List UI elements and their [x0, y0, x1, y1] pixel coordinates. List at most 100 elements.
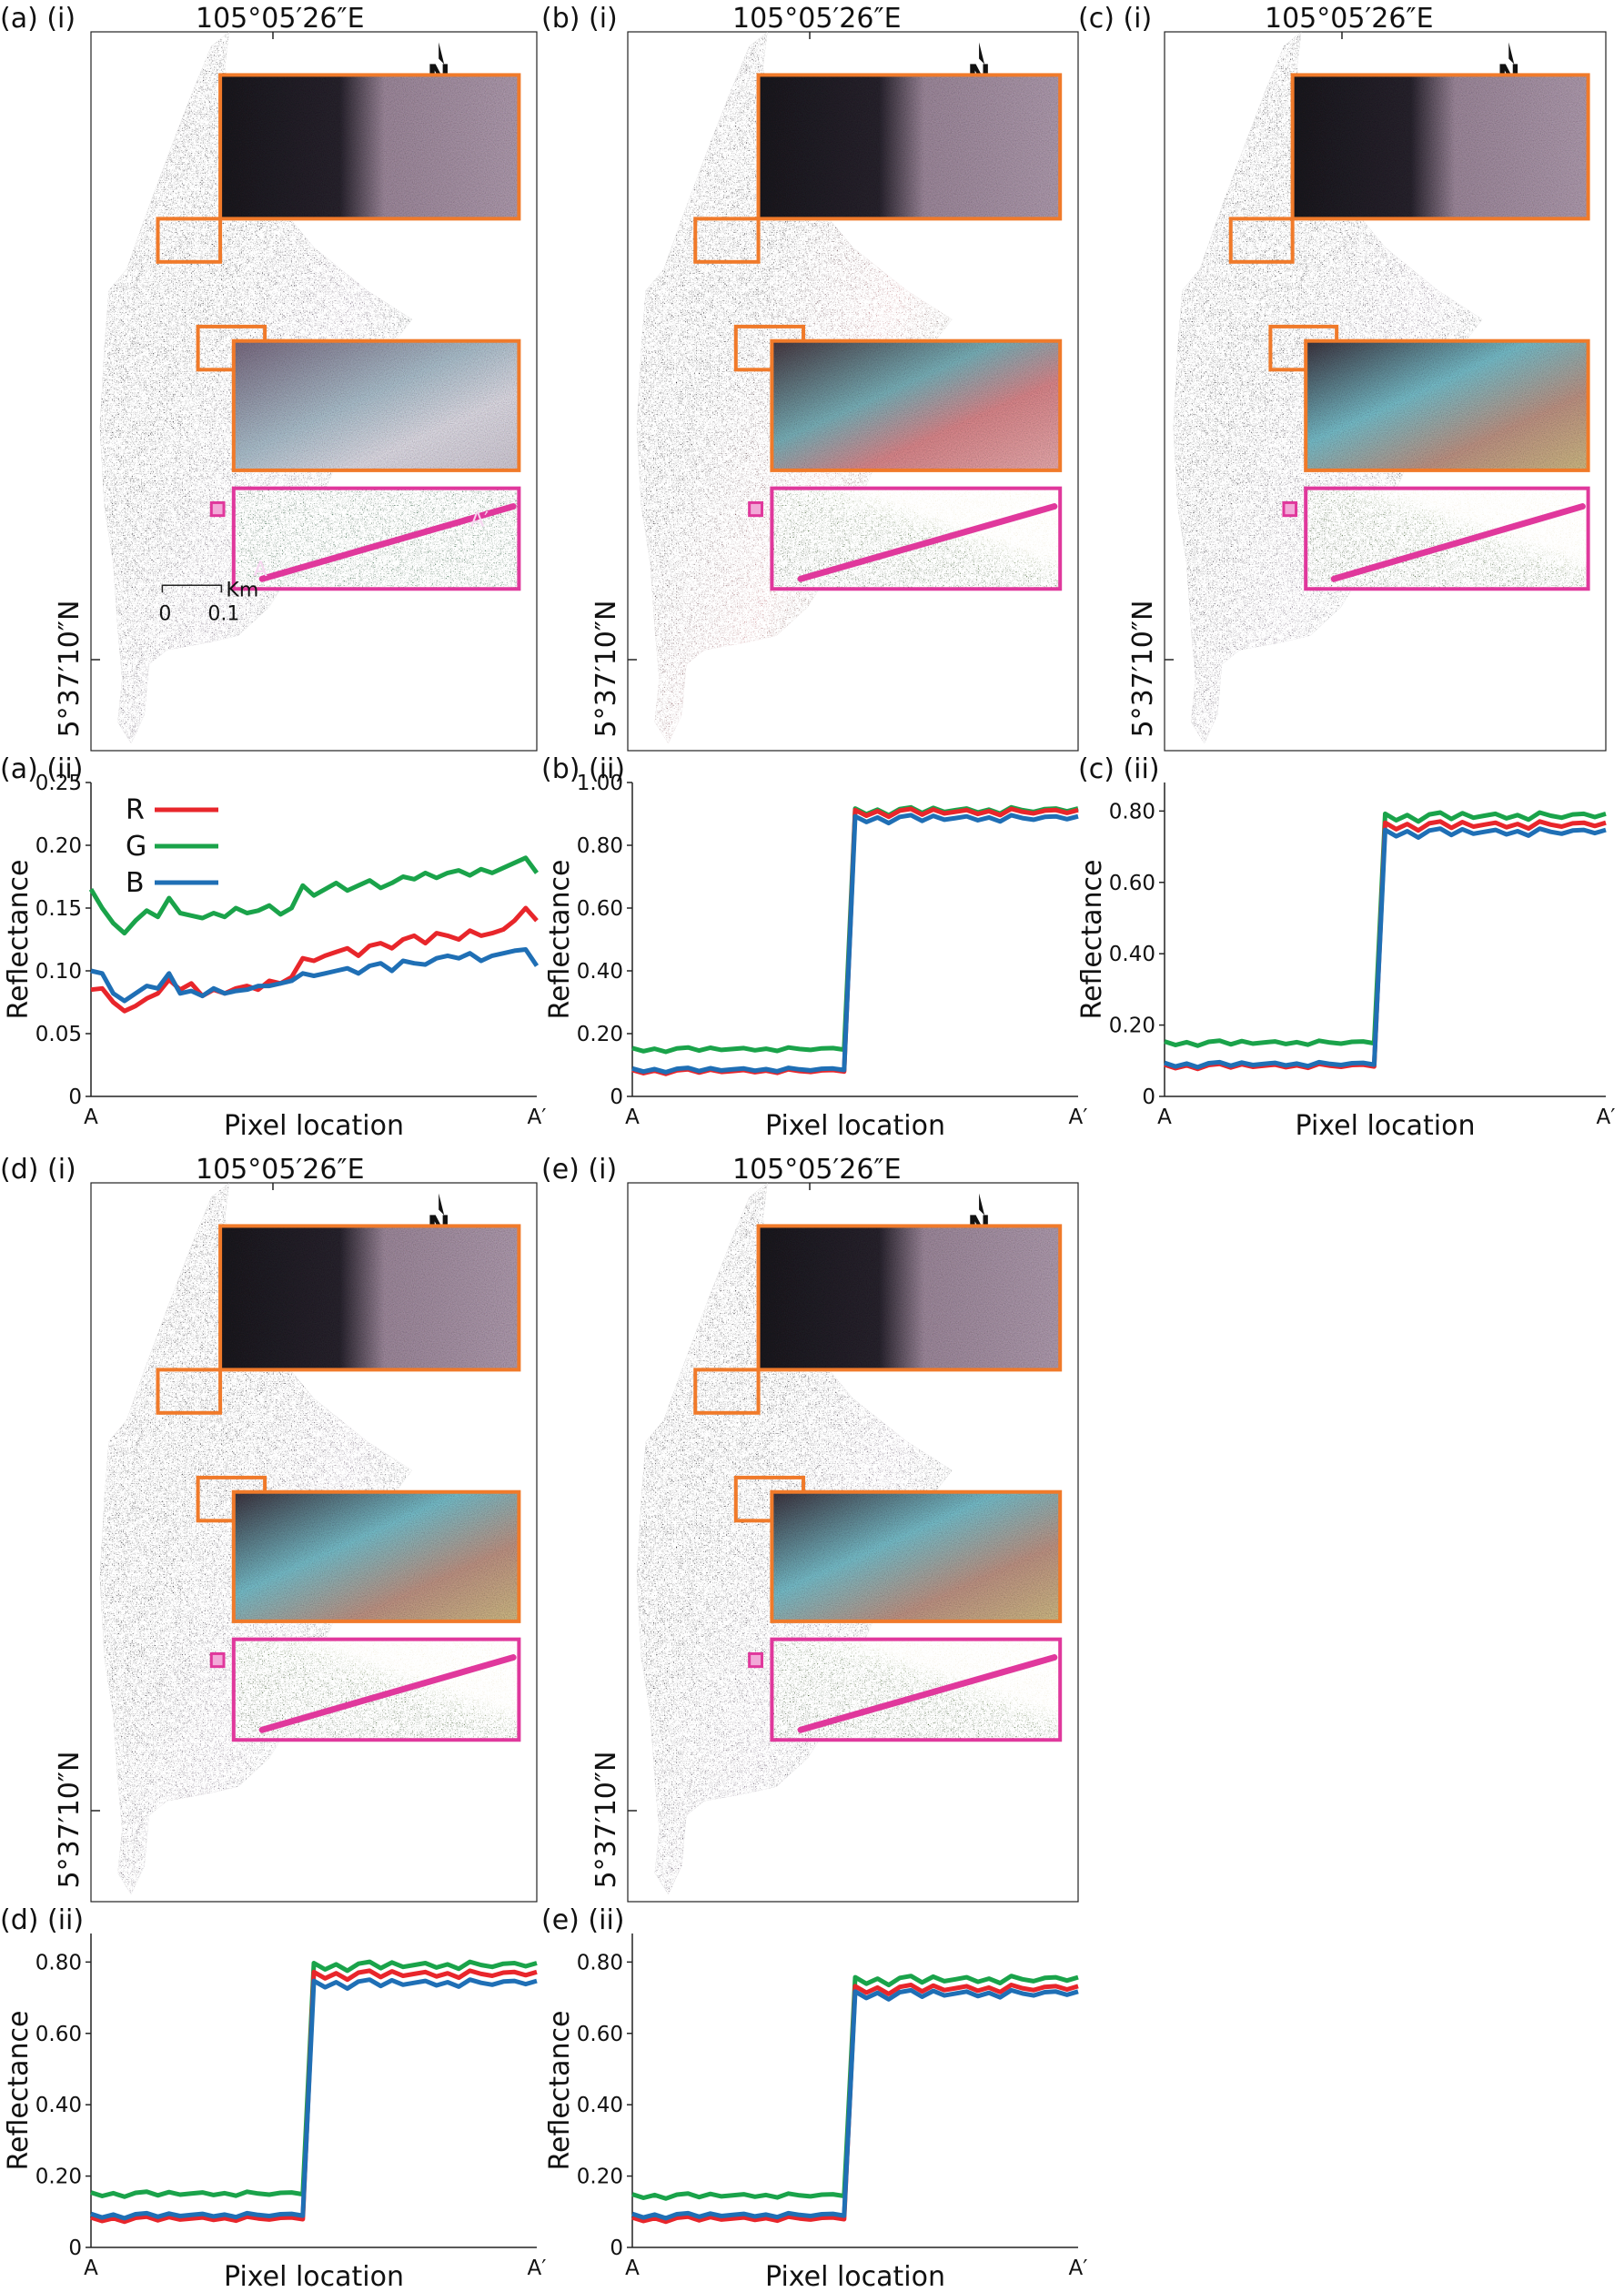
inset-middle-image [772, 340, 1061, 470]
x-tick-label-end: A′ [1069, 2257, 1088, 2280]
series-line-b [631, 1987, 1079, 2221]
series-line-b [631, 813, 1079, 1075]
x-tick-label-start: A [84, 1106, 98, 1129]
profile-box [1282, 500, 1298, 518]
inset-middle-frame [231, 1489, 521, 1623]
y-tick-label: 0 [68, 2236, 82, 2260]
y-tick-label: 0 [1142, 1085, 1155, 1109]
y-tick-label: 0.60 [35, 2023, 82, 2046]
inset-upper-image [220, 75, 519, 219]
series-line-g [90, 1959, 538, 2199]
panel-label: (b) (i) [541, 3, 618, 35]
chart-1: (b) (ii) 0 0.20 0.40 0.60 0.80 1.00 A A′ Pixel lo… [541, 753, 1087, 1142]
north-arrow-icon [1508, 42, 1515, 65]
x-axis-title: Pixel location [224, 1110, 404, 1142]
profile-line [258, 503, 517, 582]
inset-middle-image [1306, 340, 1589, 470]
inset-profile-frame [231, 486, 521, 591]
series-line-r [90, 905, 539, 1014]
longitude-label: 105°05′26″E [732, 1154, 902, 1186]
series-line-b [90, 947, 540, 1004]
longitude-label: 105°05′26″E [196, 3, 365, 35]
panel-label: (d) (i) [0, 1154, 76, 1186]
profile-box [748, 1651, 764, 1669]
inset-profile-frame [1304, 486, 1590, 591]
chart-4: (e) (ii) 0 0.20 0.40 0.60 0.80 A A′ Pixel locati… [541, 1904, 1087, 2292]
x-tick-label-start: A [625, 1106, 640, 1129]
y-tick-label: 0.80 [1109, 800, 1155, 823]
zone-box-upper [693, 1368, 761, 1415]
inset-middle-image [233, 1491, 519, 1621]
y-tick-label: 0.20 [1109, 1015, 1155, 1038]
y-tick-label: 0.40 [1109, 943, 1155, 966]
zone-box-upper [1228, 217, 1295, 264]
series-line-r [631, 1983, 1079, 2225]
y-tick-label: 0.10 [35, 960, 82, 984]
scale-zero: 0 [158, 602, 171, 625]
series-line-r [90, 1968, 538, 2225]
y-axis-title: Reflectance [3, 860, 35, 1020]
x-tick-label-start: A [625, 2257, 640, 2280]
panel-label: (a) (i) [0, 3, 76, 35]
inset-upper-frame [218, 73, 521, 221]
chart-panel-label: (b) (ii) [541, 753, 625, 785]
latitude-label: 5°37′10″N [590, 1752, 622, 1889]
y-tick-label: 0.20 [577, 2166, 623, 2189]
profile-line [797, 1654, 1058, 1733]
inset-upper-frame [756, 73, 1063, 221]
profile-line [797, 503, 1058, 582]
y-axis-title: Reflectance [544, 860, 576, 1020]
y-tick-label: 0.20 [577, 1023, 623, 1046]
series-line-b [1164, 826, 1607, 1070]
y-axis-title: Reflectance [544, 2011, 576, 2171]
scale-value: 0.1 [207, 602, 239, 625]
map-panel-d: (d) (i)105°05′26″E5°37′10″NN [0, 1154, 538, 1903]
profile-line [258, 1654, 517, 1733]
inset-middle-frame [1304, 338, 1590, 472]
y-tick-label: 0.40 [577, 2094, 623, 2117]
inset-upper-image [1292, 75, 1589, 219]
inset-middle-image [772, 1491, 1061, 1621]
latitude-label: 5°37′10″N [590, 601, 622, 738]
inset-upper-frame [756, 1224, 1063, 1372]
y-tick-label: 0.60 [577, 2023, 623, 2046]
legend-label-b: B [126, 867, 145, 899]
y-axis-title: Reflectance [3, 2011, 35, 2171]
x-tick-label-start: A [1157, 1106, 1172, 1129]
zone-box-upper [156, 1368, 223, 1415]
y-tick-label: 0.40 [577, 960, 623, 984]
inset-middle-frame [231, 338, 521, 472]
chart-3: (d) (ii) 0 0.20 0.40 0.60 0.80 A A′ Pixel locati… [0, 1904, 546, 2292]
y-tick-label: 0.40 [35, 2094, 82, 2117]
scale-bar [161, 584, 223, 593]
y-tick-label: 0.80 [577, 834, 623, 858]
x-tick-label-end: A′ [1069, 1106, 1088, 1129]
panel-label: (e) (i) [541, 1154, 617, 1186]
profile-start-label: A [254, 559, 267, 581]
y-tick-label: 0 [68, 1085, 82, 1109]
north-arrow-icon [439, 42, 445, 65]
y-tick-label: 0.20 [35, 834, 82, 858]
y-tick-label: 0.60 [577, 897, 623, 921]
x-axis-title: Pixel location [224, 2261, 404, 2292]
zone-box-upper [693, 217, 761, 264]
y-tick-label: 0.20 [35, 2166, 82, 2189]
y-tick-label: 0.80 [35, 1951, 82, 1974]
x-axis-title: Pixel location [1296, 1110, 1476, 1142]
scale-unit: Km [226, 579, 258, 601]
latitude-label: 5°37′10″N [1127, 601, 1159, 738]
zone-box-upper [156, 217, 223, 264]
y-tick-label: 0.25 [35, 772, 82, 795]
north-arrow-icon [979, 42, 985, 65]
inset-upper-image [220, 1226, 519, 1370]
inset-upper-image [758, 1226, 1061, 1370]
series-line-g [88, 855, 540, 936]
inset-upper-image [758, 75, 1061, 219]
y-tick-label: 0.05 [35, 1023, 82, 1046]
chart-2: (c) (ii) 0 0.20 0.40 0.60 0.80 A A′ Pixel locati… [1076, 753, 1615, 1142]
inset-profile-frame [231, 1637, 521, 1742]
profile-box [209, 500, 226, 518]
latitude-label: 5°37′10″N [54, 1752, 86, 1889]
panel-label: (c) (i) [1078, 3, 1152, 35]
